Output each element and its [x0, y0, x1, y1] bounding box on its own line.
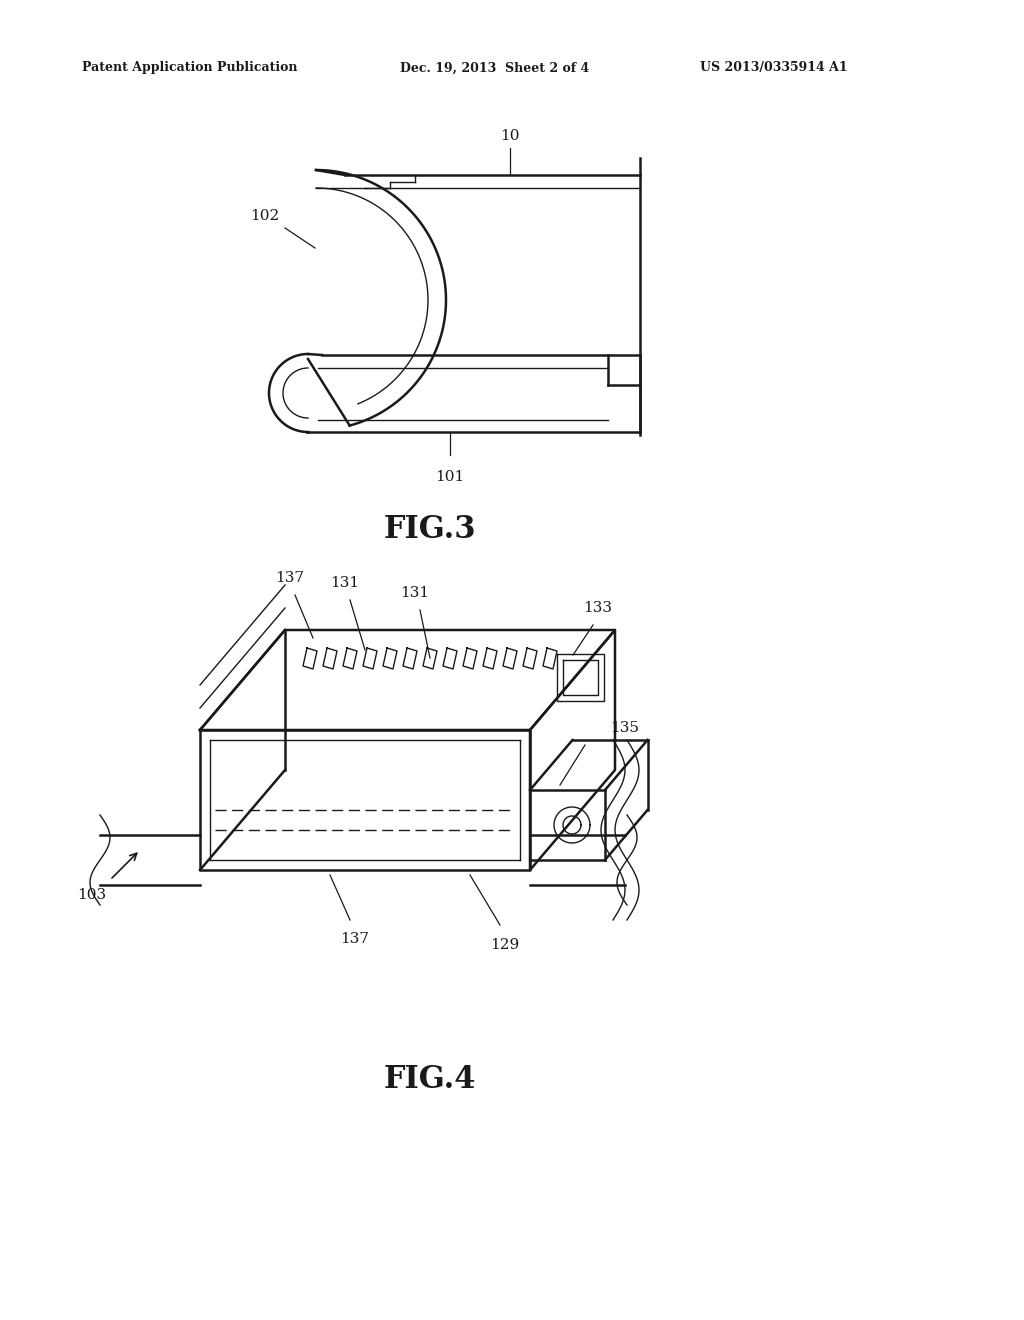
Text: 131: 131: [400, 586, 429, 601]
Text: 133: 133: [584, 601, 612, 615]
Text: FIG.4: FIG.4: [384, 1064, 476, 1096]
Text: 131: 131: [331, 576, 359, 590]
Text: 137: 137: [341, 932, 370, 946]
Text: Patent Application Publication: Patent Application Publication: [82, 62, 298, 74]
Text: FIG.3: FIG.3: [384, 515, 476, 545]
Text: 102: 102: [251, 209, 280, 223]
Text: 10: 10: [501, 129, 520, 143]
Text: 101: 101: [435, 470, 465, 484]
Text: 135: 135: [610, 721, 639, 735]
Text: 129: 129: [490, 939, 519, 952]
Text: US 2013/0335914 A1: US 2013/0335914 A1: [700, 62, 848, 74]
Text: Dec. 19, 2013  Sheet 2 of 4: Dec. 19, 2013 Sheet 2 of 4: [400, 62, 589, 74]
Text: 137: 137: [275, 572, 304, 585]
Text: 103: 103: [78, 888, 106, 902]
